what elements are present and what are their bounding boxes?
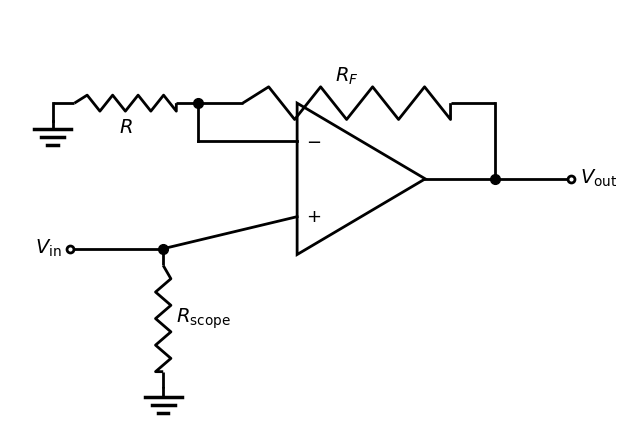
Text: $V_{\mathrm{out}}$: $V_{\mathrm{out}}$ — [580, 168, 617, 190]
Text: $-$: $-$ — [306, 132, 321, 150]
Text: $+$: $+$ — [306, 208, 321, 226]
Text: $V_{\mathrm{in}}$: $V_{\mathrm{in}}$ — [35, 238, 61, 259]
Text: $R$: $R$ — [118, 119, 132, 138]
Text: $R_{\mathrm{scope}}$: $R_{\mathrm{scope}}$ — [176, 306, 231, 331]
Text: $R_F$: $R_F$ — [335, 65, 358, 87]
